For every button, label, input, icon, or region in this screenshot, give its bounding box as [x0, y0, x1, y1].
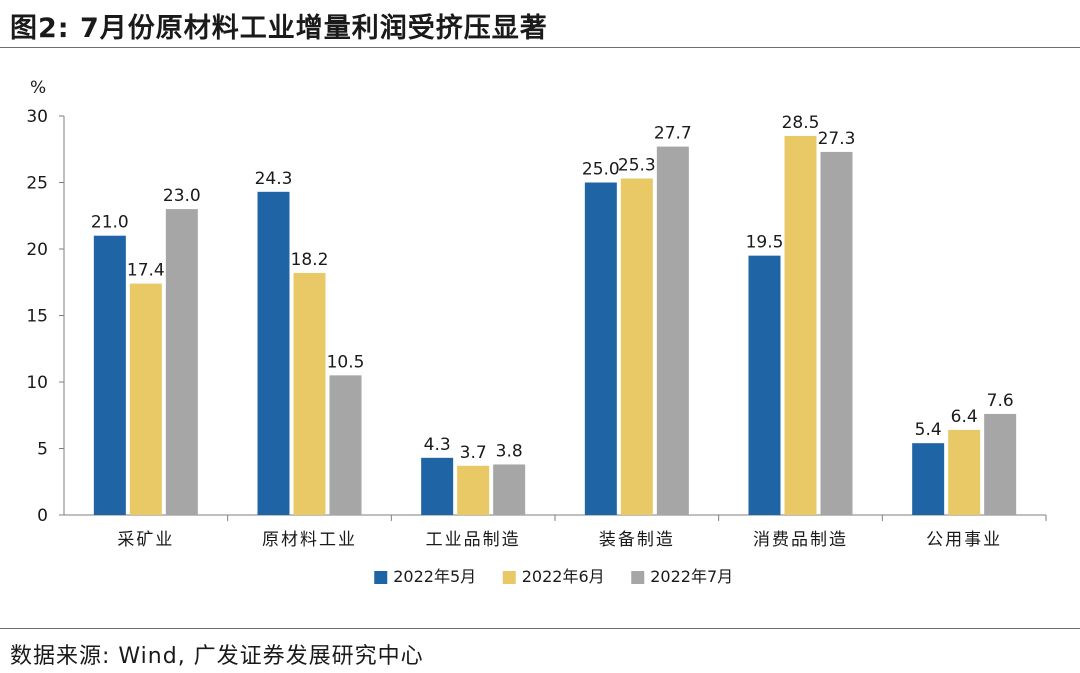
bar: [820, 151, 853, 515]
x-tick-label: 装备制造: [599, 530, 675, 550]
bar: [165, 209, 198, 515]
y-tick-label: 15: [26, 307, 48, 327]
x-tick-label: 采矿业: [117, 530, 174, 550]
y-tick-label: 10: [26, 373, 48, 393]
bar: [329, 375, 362, 515]
bar: [948, 429, 981, 515]
chart-axes: 0 5 10 15 20 25 30 采矿业 原材料工业 工业品制造 装备制造 消费品制造 公用事业: [26, 107, 1047, 550]
chart-legend: 2022年5月 2022年6月 2022年7月: [374, 567, 733, 586]
data-label: 27.3: [818, 129, 856, 149]
bar: [984, 413, 1017, 515]
bar: [912, 443, 945, 515]
bar: [620, 178, 653, 515]
y-axis-unit-label: %: [30, 78, 46, 98]
data-label: 27.7: [654, 124, 692, 144]
bar: [493, 464, 526, 515]
bar: [293, 272, 326, 515]
data-label: 28.5: [782, 113, 820, 133]
data-label: 4.3: [424, 435, 451, 455]
legend-entry: 2022年5月: [393, 567, 476, 586]
chart-title: 图2: 7月份原材料工业增量利润受挤压显著: [10, 13, 548, 44]
legend-entry: 2022年7月: [650, 567, 733, 586]
y-tick-label: 20: [26, 240, 48, 260]
data-label: 18.2: [291, 250, 329, 270]
x-tick-label: 消费品制造: [753, 530, 848, 550]
x-tick-label: 工业品制造: [426, 530, 521, 550]
bar: [584, 182, 617, 515]
data-label: 17.4: [127, 261, 165, 281]
data-label: 25.0: [582, 160, 620, 180]
data-label: 3.8: [496, 441, 523, 461]
bar: [257, 191, 290, 515]
y-tick-label: 0: [37, 506, 48, 526]
bar: [421, 457, 454, 515]
data-label: 10.5: [327, 352, 365, 372]
bar: [784, 135, 817, 515]
data-label: 6.4: [951, 407, 978, 427]
bar: [656, 146, 689, 515]
bar: [129, 283, 162, 515]
data-source-note: 数据来源: Wind, 广发证券发展研究中心: [10, 644, 424, 669]
bar: [93, 235, 126, 515]
legend-swatch: [631, 571, 645, 584]
y-tick-label: 25: [26, 174, 48, 194]
data-label: 23.0: [163, 186, 201, 206]
bar: [457, 465, 490, 515]
data-label: 3.7: [460, 443, 487, 463]
data-label: 19.5: [746, 233, 784, 253]
y-tick-label: 30: [26, 107, 48, 127]
legend-swatch: [502, 571, 516, 584]
data-label: 7.6: [987, 391, 1014, 411]
x-tick-label: 公用事业: [926, 530, 1002, 550]
data-label: 25.3: [618, 156, 656, 176]
data-label: 21.0: [91, 213, 129, 233]
legend-swatch: [374, 571, 388, 584]
legend-entry: 2022年6月: [522, 567, 605, 586]
bar: [748, 255, 781, 515]
x-tick-label: 原材料工业: [262, 530, 357, 550]
data-label: 24.3: [255, 169, 293, 189]
chart-bars: 21.0 17.4 23.0 24.3 18.2 10.5 4.3 3.7 3.8 25.025.…: [91, 113, 1017, 515]
title-divider: [0, 47, 1080, 48]
data-label: 5.4: [915, 420, 942, 440]
y-tick-label: 5: [37, 440, 48, 460]
source-divider: [0, 628, 1080, 629]
